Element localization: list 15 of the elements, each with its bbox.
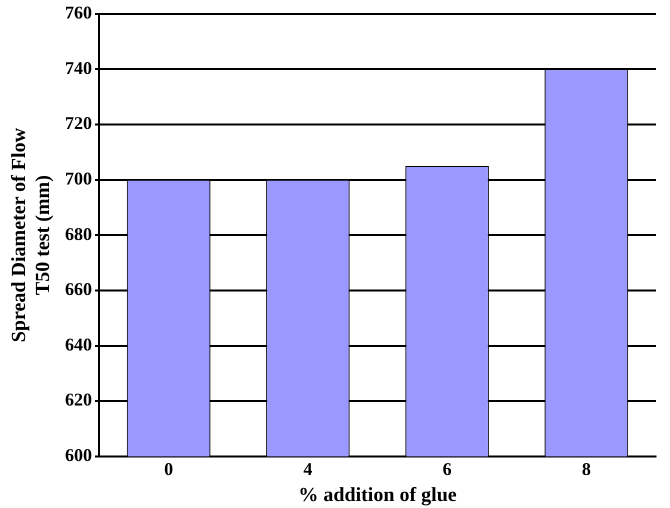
x-axis-title: % addition of glue <box>298 484 457 506</box>
y-tick-label: 620 <box>65 390 92 410</box>
x-tick-label: 4 <box>303 458 312 479</box>
x-tick-label: 0 <box>164 458 174 479</box>
y-tick-label: 700 <box>65 168 92 188</box>
y-tick-label: 760 <box>65 2 92 22</box>
y-tick-label: 680 <box>65 224 92 244</box>
y-axis-title: Spread Diameter of Flow T50 test (mm) <box>8 127 54 342</box>
x-tick-label: 8 <box>582 458 591 479</box>
y-tick-label: 720 <box>65 113 92 134</box>
y-tick-label: 740 <box>65 58 92 78</box>
x-tick-label: 6 <box>442 458 452 479</box>
y-tick-label: 600 <box>65 445 92 466</box>
y-tick-label: 640 <box>65 334 92 354</box>
y-tick-label: 660 <box>65 279 92 300</box>
